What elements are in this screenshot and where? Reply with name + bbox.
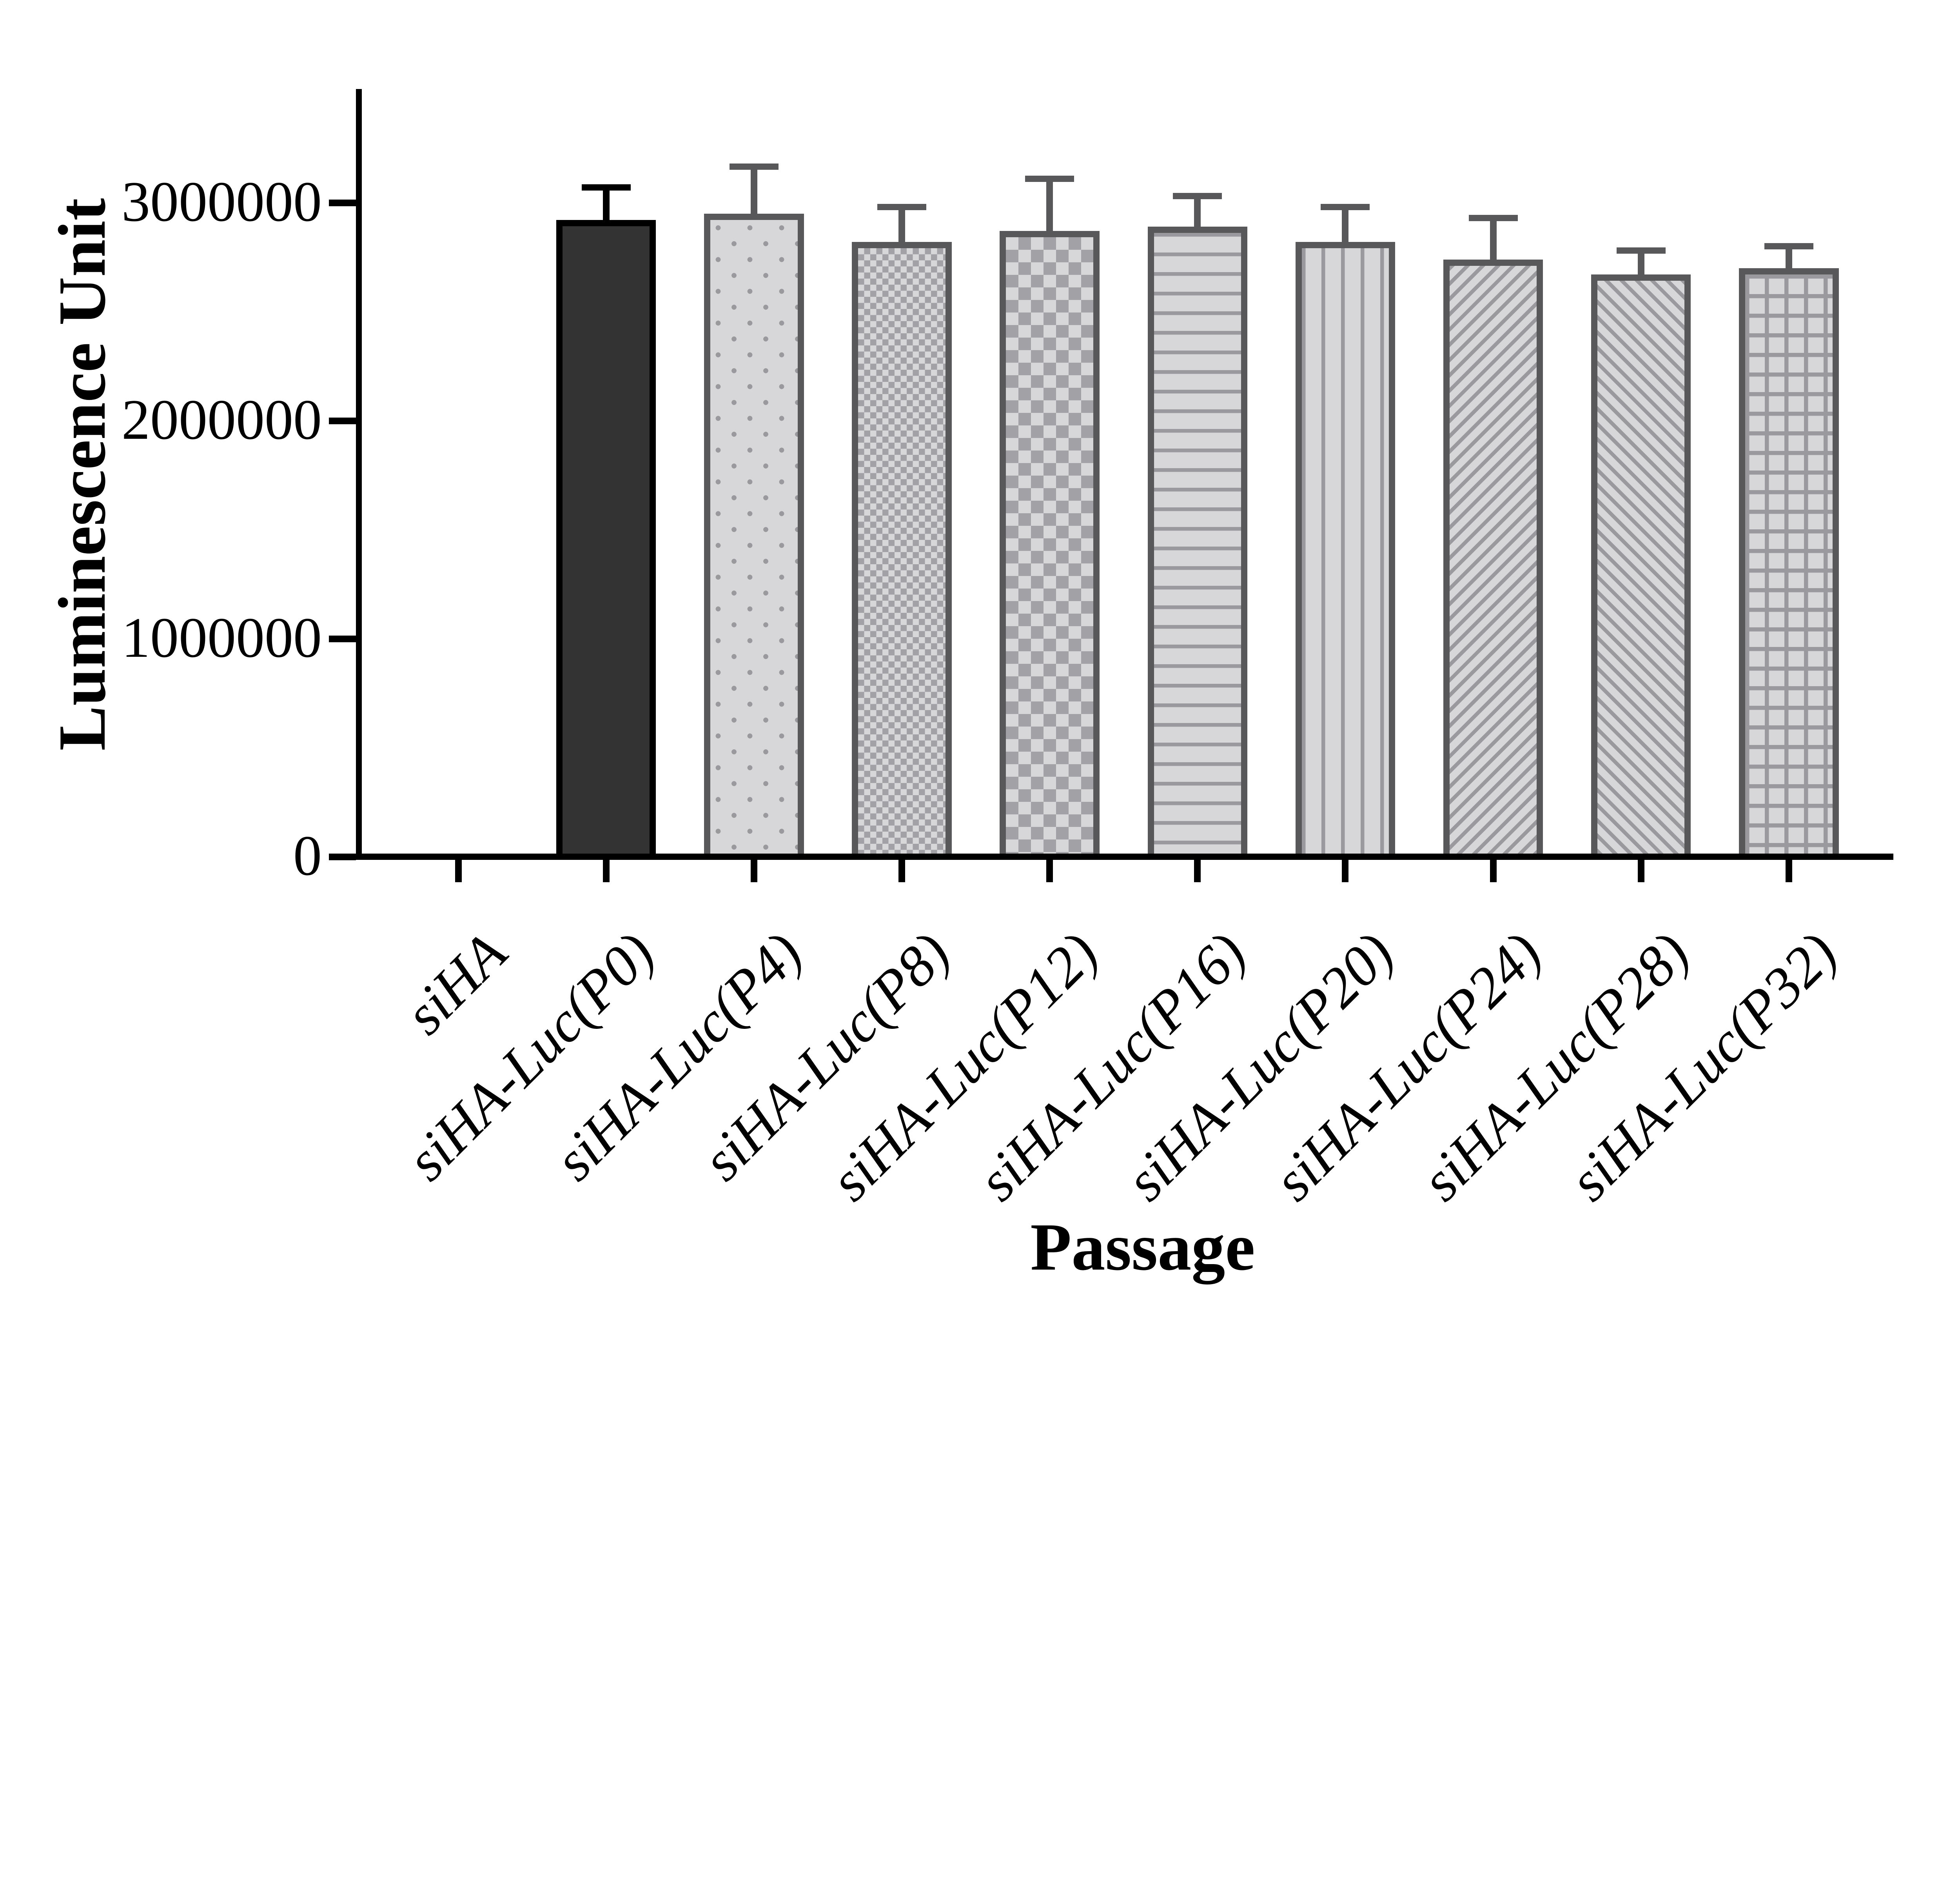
y-tick	[328, 853, 356, 860]
x-tick	[1637, 857, 1644, 882]
y-axis-line	[356, 89, 362, 860]
x-tick	[1342, 857, 1349, 882]
error-bar-stem	[1342, 207, 1349, 250]
error-bar-cap	[877, 204, 926, 211]
error-bar-stem	[1637, 251, 1644, 283]
x-tick	[455, 857, 462, 882]
error-bar-cap	[1764, 243, 1813, 250]
bar	[1739, 268, 1839, 860]
error-bar-stem	[750, 167, 757, 222]
x-tick-label: siHA-Luc(P24)	[1261, 920, 1553, 1213]
error-bar-cap	[1321, 204, 1370, 211]
error-bar-cap	[1025, 175, 1074, 182]
y-tick-label: 2000000	[122, 388, 322, 452]
x-tick-label: siHA-Luc(P20)	[1113, 920, 1406, 1213]
x-tick	[1785, 857, 1792, 882]
x-tick	[603, 857, 610, 882]
y-tick	[328, 417, 356, 424]
y-tick-label: 0	[293, 824, 322, 888]
x-tick-label: siHA	[392, 920, 519, 1046]
bar	[704, 213, 804, 860]
error-bar-stem	[1194, 196, 1201, 235]
x-tick-label: siHA-Luc(P12)	[818, 920, 1110, 1213]
error-bar-cap	[581, 184, 631, 191]
bar	[556, 220, 656, 860]
bar	[1295, 242, 1396, 860]
y-tick-label: 3000000	[122, 170, 322, 234]
error-bar-stem	[898, 207, 905, 250]
error-bar-stem	[1490, 218, 1497, 267]
y-axis-title: Luminescence Unit	[45, 198, 120, 751]
bar	[1000, 231, 1100, 860]
y-tick	[328, 635, 356, 642]
error-bar-stem	[1046, 178, 1053, 239]
x-tick	[898, 857, 905, 882]
x-tick	[750, 857, 757, 882]
x-tick	[1194, 857, 1201, 882]
x-axis-line	[356, 854, 1893, 860]
bar	[852, 242, 952, 860]
bar-chart-figure: Luminescence Unit Passage 0 1000000 2000…	[45, 89, 1893, 1284]
x-axis-title: Passage	[1030, 1210, 1255, 1284]
error-bar-cap	[1616, 247, 1666, 254]
x-tick-label: siHA-Luc(P28)	[1409, 920, 1702, 1213]
x-tick	[1490, 857, 1497, 882]
error-bar-cap	[1468, 214, 1518, 221]
x-tick-label: siHA-Luc(P16)	[965, 920, 1258, 1213]
bar	[1443, 259, 1543, 860]
y-tick-label: 1000000	[122, 606, 322, 670]
x-tick-label: siHA-Luc(P32)	[1557, 920, 1849, 1213]
y-tick	[328, 199, 356, 206]
x-tick	[1046, 857, 1053, 882]
bar	[1591, 274, 1691, 860]
error-bar-cap	[1173, 193, 1222, 200]
bar	[1147, 227, 1247, 860]
error-bar-stem	[603, 187, 610, 228]
error-bar-cap	[729, 164, 779, 170]
